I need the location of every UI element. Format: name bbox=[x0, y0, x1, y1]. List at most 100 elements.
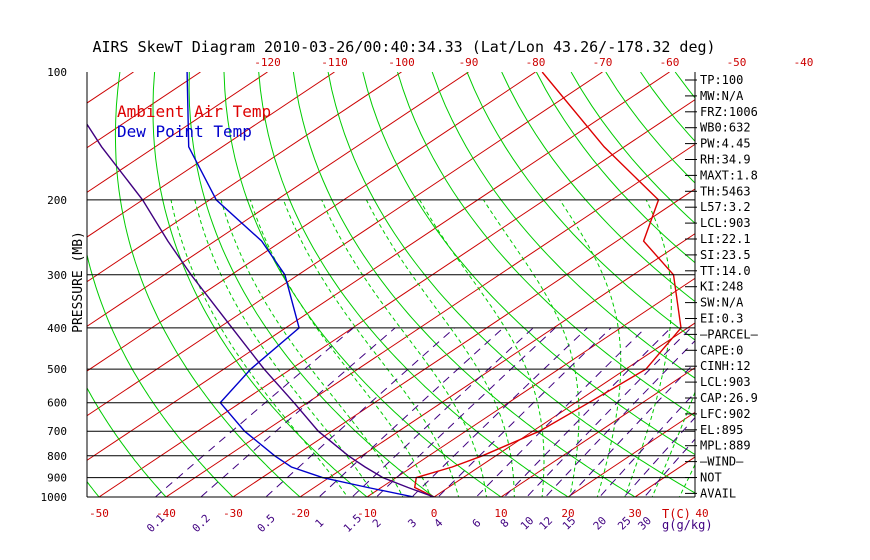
pressure-tick-label: 500 bbox=[47, 363, 67, 376]
index-entry: LI:22.1 bbox=[700, 232, 751, 246]
moist-adiabat-line bbox=[678, 463, 695, 497]
top-tick-label: -110 bbox=[321, 56, 348, 69]
moist-adiabat-line bbox=[282, 199, 460, 497]
pressure-tick-label: 600 bbox=[47, 397, 67, 410]
dry-adiabat-line bbox=[779, 72, 870, 506]
pressure-tick-label: 800 bbox=[47, 450, 67, 463]
isotherm-line bbox=[87, 72, 536, 372]
mixing-ratio-labels: 0.1 0.2 0.5 1 1.5 2 3 4 6 8 10 12 15 20 25 30 bbox=[144, 512, 654, 535]
pressure-tick-label: 1000 bbox=[41, 491, 68, 504]
moist-adiabat-line bbox=[194, 199, 376, 497]
moist-adiabat-line bbox=[419, 199, 545, 497]
profile-series bbox=[87, 72, 682, 497]
mixing-ratio-line bbox=[568, 361, 695, 497]
pressure-tick-label: 900 bbox=[47, 472, 67, 485]
mixing-ratio-line bbox=[544, 340, 695, 497]
index-entry: CAPE:0 bbox=[700, 343, 743, 357]
index-entry: —WIND— bbox=[700, 455, 744, 469]
index-entry: TT:14.0 bbox=[700, 264, 751, 278]
dry-adiabat-line bbox=[327, 72, 695, 494]
moist-adiabat-line bbox=[170, 199, 349, 497]
dry-adiabat-line bbox=[431, 72, 695, 379]
top-tick-label: -90 bbox=[459, 56, 479, 69]
x-axis-label: T(C) bbox=[662, 507, 691, 521]
top-tick-label: -80 bbox=[526, 56, 546, 69]
isotherm-lines bbox=[87, 72, 695, 497]
isotherm-line bbox=[87, 72, 603, 417]
mixing-ratio-line bbox=[200, 327, 396, 497]
index-entry: PW:4.45 bbox=[700, 137, 751, 151]
series-line-ambient-air-temp bbox=[413, 72, 682, 497]
index-entry: EL:895 bbox=[700, 423, 743, 437]
top-tick-label: -50 bbox=[727, 56, 747, 69]
dry-adiabat-line bbox=[292, 72, 636, 497]
legend-entry: Dew Point Temp bbox=[117, 122, 252, 141]
pressure-tick-label: 100 bbox=[47, 66, 67, 79]
bottom-tick-label: 10 bbox=[494, 507, 507, 520]
mixing-ratio-line bbox=[411, 327, 588, 497]
top-tick-label: -40 bbox=[794, 56, 814, 69]
dry-adiabat-line bbox=[745, 72, 870, 506]
index-entry: NOT bbox=[700, 471, 722, 485]
moist-adiabat-line bbox=[220, 199, 404, 497]
pressure-tick-label: 400 bbox=[47, 322, 67, 335]
dry-adiabat-line bbox=[466, 72, 695, 341]
index-entry: TP:100 bbox=[700, 73, 743, 87]
bottom-tick-label: -20 bbox=[290, 507, 310, 520]
pressure-tick-labels: 100 200 300 400 500 600 700 800 900 1000 bbox=[41, 66, 68, 504]
mixing-ratio-lines bbox=[154, 327, 695, 497]
pressure-tick-label: 200 bbox=[47, 194, 67, 207]
index-entry: CINH:12 bbox=[700, 359, 751, 373]
mixing-ratio-line bbox=[623, 416, 695, 497]
index-entry: CAP:26.9 bbox=[700, 391, 758, 405]
dry-adiabat-line bbox=[501, 72, 695, 303]
dry-adiabat-line bbox=[87, 252, 234, 497]
dry-adiabat-line bbox=[397, 72, 695, 417]
top-tick-label: -120 bbox=[254, 56, 281, 69]
mixing-ratio-label: 6 bbox=[470, 516, 484, 530]
dry-adiabat-line bbox=[87, 480, 100, 497]
moist-adiabat-line bbox=[365, 199, 515, 497]
isotherm-line bbox=[567, 411, 695, 497]
top-tick-labels: -120 -110 -100 -90 -80 -70 -60 -50 -40 bbox=[254, 56, 813, 69]
bottom-tick-label: -10 bbox=[357, 507, 377, 520]
mixing-ratio-label: 12 bbox=[537, 514, 556, 533]
mixing-ratio-line bbox=[475, 327, 646, 497]
top-tick-label: -70 bbox=[593, 56, 613, 69]
mixing-ratio-line bbox=[154, 327, 354, 497]
moist-adiabat-line bbox=[321, 199, 488, 497]
isotherm-line bbox=[433, 322, 695, 497]
bottom-tick-label: -40 bbox=[156, 507, 176, 520]
dry-adiabat-line bbox=[0, 72, 39, 506]
chart-title: AIRS SkewT Diagram 2010-03-26/00:40:34.3… bbox=[92, 38, 715, 56]
bottom-tick-label: -30 bbox=[223, 507, 243, 520]
top-tick-label: -60 bbox=[660, 56, 680, 69]
mixing-ratio-line bbox=[351, 327, 534, 497]
mixing-ratio-line bbox=[437, 327, 612, 497]
index-entry: LFC:902 bbox=[700, 407, 751, 421]
index-entry: WB0:632 bbox=[700, 121, 751, 135]
bottom-tick-label: 30 bbox=[628, 507, 641, 520]
isotherm-line bbox=[87, 72, 469, 327]
indices-panel: TP:100 MW:N/A FRZ:1006 WB0:632 PW:4.45 RH:34.… bbox=[685, 73, 759, 500]
mixing-ratio-label: 20 bbox=[591, 514, 610, 533]
pressure-tick-label: 300 bbox=[47, 269, 67, 282]
isotherm-line bbox=[87, 72, 201, 149]
index-entry: KI:248 bbox=[700, 280, 743, 294]
mixing-ratio-line bbox=[265, 327, 455, 497]
moist-adiabat-lines bbox=[170, 199, 695, 497]
isotherm-line bbox=[634, 456, 695, 497]
top-tick-label: -100 bbox=[388, 56, 415, 69]
index-entry: TH:5463 bbox=[700, 184, 751, 198]
mixing-ratio-label: 0.2 bbox=[190, 512, 213, 535]
mixing-ratio-label: 4 bbox=[432, 516, 446, 530]
isotherm-line bbox=[87, 72, 402, 283]
moist-adiabat-line bbox=[624, 199, 672, 497]
pressure-lines bbox=[87, 199, 695, 498]
index-entry: RH:34.9 bbox=[700, 153, 751, 167]
mixing-ratio-label: 10 bbox=[518, 514, 537, 533]
index-entry: FRZ:1006 bbox=[700, 105, 758, 119]
isotherm-line bbox=[165, 143, 695, 497]
